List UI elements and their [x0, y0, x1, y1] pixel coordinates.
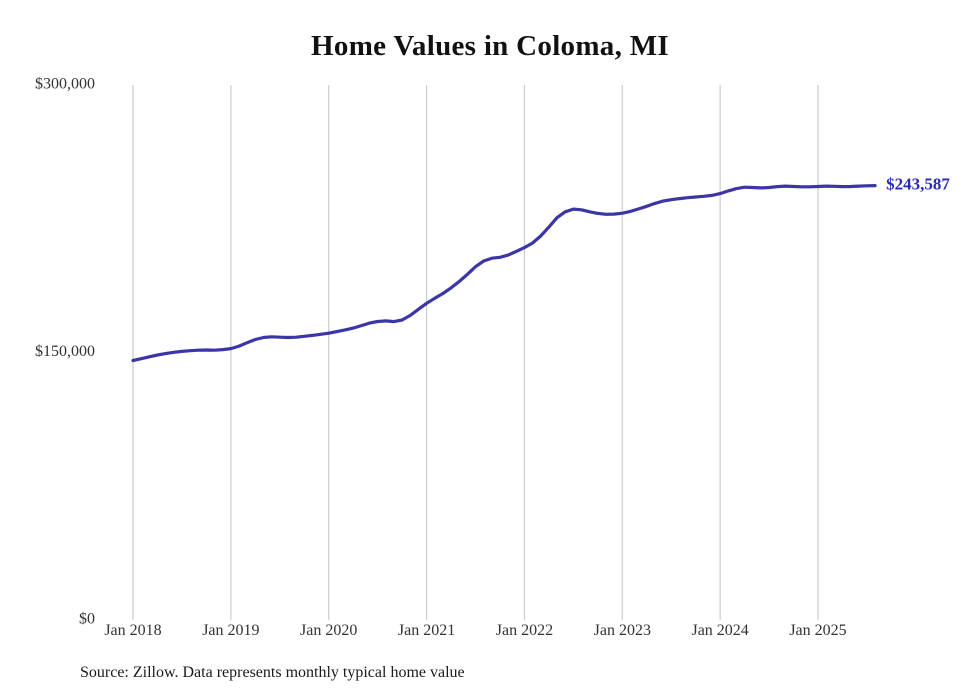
y-axis-tick-label: $150,000 [35, 343, 95, 360]
x-axis-tick-label: Jan 2021 [398, 622, 455, 639]
x-axis-tick-label: Jan 2023 [594, 622, 651, 639]
y-axis-tick-label: $300,000 [35, 76, 95, 93]
source-note: Source: Zillow. Data represents monthly … [80, 664, 465, 681]
x-axis-tick-label: Jan 2018 [104, 622, 161, 639]
x-axis-tick-label: Jan 2024 [691, 622, 748, 639]
x-axis-tick-label: Jan 2020 [300, 622, 357, 639]
y-axis-tick-label: $0 [79, 611, 95, 628]
end-value-label: $243,587 [886, 175, 950, 194]
chart-title: Home Values in Coloma, MI [311, 30, 669, 62]
x-axis-tick-label: Jan 2022 [496, 622, 553, 639]
home-value-series-line [131, 184, 877, 363]
x-axis-tick-label: Jan 2025 [789, 622, 846, 639]
x-axis-tick-label: Jan 2019 [202, 622, 259, 639]
